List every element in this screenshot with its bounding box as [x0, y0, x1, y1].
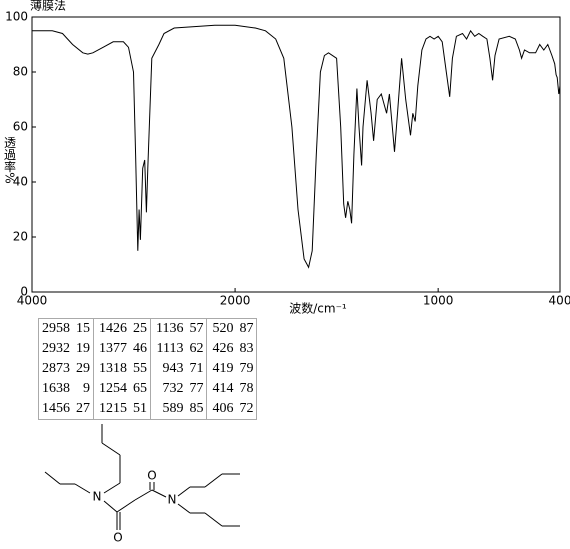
atom-label: N: [93, 490, 102, 504]
peak-table: 2958 15 1426 25 1136 57 520 87 2932 19 1377 46 1113 6…: [38, 318, 258, 420]
x-axis-label: 波数/cm⁻¹: [289, 301, 347, 316]
y-tick-label: 100: [5, 10, 28, 24]
table-cell: 414: [206, 379, 237, 399]
y-tick-label: 40: [13, 175, 28, 189]
table-row: 2932 19 1377 46 1113 62 426 83: [39, 339, 257, 359]
table-cell: 2873: [42, 361, 70, 376]
table-cell: 1254: [93, 379, 130, 399]
structure: [44, 424, 240, 530]
y-tick-label: 80: [13, 65, 28, 79]
y-tick-label: 60: [13, 120, 28, 134]
table-cell: 1426: [93, 318, 130, 339]
table-cell: 79: [239, 361, 254, 376]
table-cell: 1456: [42, 401, 70, 416]
plot-frame: [31, 16, 561, 293]
table-cell: 943: [150, 359, 187, 379]
table-cell: 9: [83, 381, 90, 396]
table-cell: 57: [189, 321, 204, 336]
table-row: 2958 15 1426 25 1136 57 520 87: [39, 318, 257, 339]
table-row: 1456 27 1215 51 589 85 406 72: [39, 399, 257, 420]
table-cell: 419: [206, 359, 237, 379]
table-cell: 51: [133, 401, 147, 416]
y-axis-label: 透過率%: [3, 136, 17, 184]
atom-label: O: [147, 469, 156, 483]
table-cell: 87: [239, 321, 254, 336]
atom-label: N: [168, 493, 177, 507]
table-cell: 1136: [150, 318, 187, 339]
x-tick-label: 400: [549, 294, 570, 308]
table-cell: 78: [239, 381, 254, 396]
x-tick-label: 1000: [423, 294, 454, 308]
y-tick-label: 0: [20, 285, 28, 299]
table-cell: 62: [189, 341, 204, 356]
table-cell: 520: [206, 318, 237, 339]
table-cell: 25: [133, 321, 147, 336]
table-cell: 2932: [42, 341, 70, 356]
atom-label: O: [113, 531, 122, 545]
spectrum-line: [32, 24, 561, 269]
table-cell: 27: [76, 401, 90, 416]
table-cell: 19: [76, 341, 90, 356]
table-cell: 1215: [93, 399, 130, 420]
table-row: 2873 29 1318 55 943 71 419 79: [39, 359, 257, 379]
table-cell: 589: [150, 399, 187, 420]
table-cell: 1638: [42, 381, 70, 396]
table-cell: 1318: [93, 359, 130, 379]
table-cell: 65: [133, 381, 147, 396]
table-cell: 29: [76, 361, 90, 376]
table-cell: 85: [189, 401, 204, 416]
table-cell: 15: [76, 321, 90, 336]
x-tick-label: 4000: [17, 294, 48, 308]
table-cell: 732: [150, 379, 187, 399]
table-cell: 55: [133, 361, 147, 376]
table-cell: 46: [133, 341, 147, 356]
table-cell: 426: [206, 339, 237, 359]
table-cell: 1113: [150, 339, 187, 359]
table-cell: 2958: [42, 321, 70, 336]
table-cell: 71: [189, 361, 204, 376]
y-tick-label: 20: [13, 230, 28, 244]
table-cell: 406: [206, 399, 237, 420]
table-cell: 77: [189, 381, 204, 396]
table-cell: 83: [239, 341, 254, 356]
table-row: 1638 9 1254 65 732 77 414 78: [39, 379, 257, 399]
x-tick-label: 2000: [220, 294, 251, 308]
table-cell: 72: [239, 401, 254, 416]
table-cell: 1377: [93, 339, 130, 359]
chart-title: 薄膜法: [30, 0, 66, 13]
